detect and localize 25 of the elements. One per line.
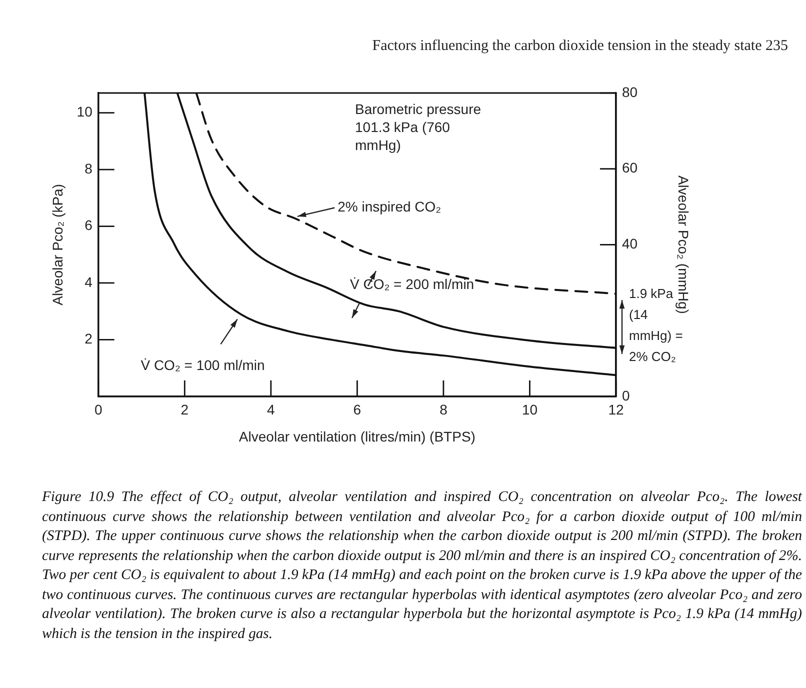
annotation: V̇ CO₂ = 100 ml/min: [140, 357, 265, 374]
y-tick-label: 4: [84, 274, 93, 290]
y2-tick-label: 0: [622, 387, 630, 404]
y2-tick-label: 40: [622, 236, 638, 252]
x-tick-label: 10: [522, 402, 538, 418]
x-tick-label: 4: [267, 402, 276, 418]
y2-tick-label: 80: [622, 84, 638, 100]
y-tick-label: 2: [84, 330, 93, 347]
y-tick-label: 10: [76, 104, 93, 120]
x-tick-label: 2: [180, 402, 189, 418]
y-tick-label: 8: [84, 160, 93, 176]
x-tick-label: 12: [608, 402, 624, 418]
caption: Figure 10.9 The effect of CO₂ output, alveolar ventilation and inspired CO₂ concentration on alveolar Pco₂. The lowest continuous curve shows the relationship between ventilation and alveolar Pco₂ for a carbon dioxide output of 100 ml/min (STPD). The upper continuous curve shows the relationship when the carbon dioxide output is 200 ml/min (STPD). The broken curve represents the relationship when the carbon dioxide output is 200 ml/min and there is an inspired CO₂ concentration of 2%. Two per cent CO₂ is equivalent to about 1.9 kPa (14 mmHg) and each point on the broken curve is 1.9 kPa above the upper of the two continuous curves. The continuous curves are rectangular hyperbolas with identical asymptotes (zero alveolar Pco₂ and zero alveolar ventilation). The broken curve is also a rectangular hyperbola but the horizontal asymptote is Pco₂ 1.9 kPa (14 mmHg) which is the tension in the inspired gas.: [42, 488, 802, 644]
text: Factors influencing the carbon dioxide tension in the steady state 235: [372, 38, 788, 55]
y2-tick-label: 60: [622, 160, 638, 176]
annotation: V̇ CO₂ = 200 ml/min: [350, 276, 474, 292]
y-axis-title: Alveolar Pco₂ (kPa): [49, 184, 66, 306]
x-axis-title: Alveolar ventilation (litres/min) (BTPS): [238, 428, 476, 444]
x-tick-label: 6: [353, 402, 362, 418]
annotation: 2% inspired CO₂: [338, 198, 442, 215]
annotation: Barometric pressure 101.3 kPa (760 mmHg): [355, 100, 482, 154]
x-tick-label: 0: [94, 402, 102, 418]
x-tick-label: 8: [440, 402, 448, 418]
y2-axis-title: Alveolar Pco₂ (mmHg): [676, 175, 692, 314]
y-tick-label: 6: [84, 217, 93, 234]
